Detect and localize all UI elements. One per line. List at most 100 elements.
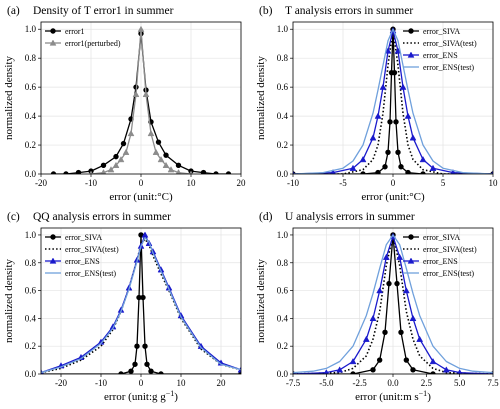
y-axis-title: normalized density [3, 259, 15, 344]
x-tick-label: 5 [441, 178, 446, 188]
data-point [134, 343, 140, 349]
data-point [63, 171, 69, 174]
data-point [140, 294, 146, 301]
panel-label: (c) [7, 211, 20, 223]
x-tick-label: -20 [55, 378, 67, 388]
legend-label: error_ENS(test) [423, 269, 474, 278]
data-point [398, 329, 404, 335]
x-tick-label: 0.0 [387, 378, 399, 388]
series-line [293, 28, 493, 174]
y-tick-label: 0.2 [25, 341, 36, 351]
data-point [375, 169, 381, 174]
data-point [399, 83, 407, 90]
data-point [112, 161, 120, 168]
x-tick-label: -10 [95, 378, 107, 388]
series-error_ENS(test) [41, 237, 241, 374]
data-point [385, 149, 391, 155]
series-line [293, 234, 493, 374]
data-point [225, 171, 232, 174]
y-tick-label: 0.0 [25, 369, 37, 379]
data-point [376, 357, 383, 363]
data-point [362, 335, 370, 342]
data-point [147, 129, 155, 137]
x-tick-label: 10 [187, 178, 197, 188]
legend-label: error1(perturbed) [65, 39, 121, 48]
series-error_SIVA(test) [293, 234, 493, 374]
panel-title: T analysis errors in summer [285, 5, 413, 17]
data-point [213, 171, 219, 174]
data-point [405, 169, 411, 174]
x-tick-label: -5.0 [319, 378, 334, 388]
legend-label: error_ENS [423, 257, 458, 266]
legend-label: error_ENS(test) [65, 269, 116, 278]
data-point [450, 169, 456, 174]
y-tick-label: 0.6 [277, 82, 289, 92]
x-tick-label: 5.0 [454, 378, 466, 388]
legend-label: error_SIVA [423, 233, 460, 242]
data-point [402, 287, 410, 294]
x-axis-title-main: error (unit:°C) [361, 191, 425, 203]
legend-label: error_SIVA [65, 233, 102, 242]
data-point [394, 280, 400, 287]
legend-marker [49, 257, 57, 264]
y-axis-title: normalized density [255, 259, 267, 344]
data-point [382, 253, 390, 260]
series-error_ENS(test) [293, 234, 493, 374]
legend: error1 error1(perturbed) [45, 27, 121, 48]
data-point [396, 253, 404, 260]
legend-marker [50, 28, 56, 34]
x-tick-label: 10 [177, 378, 187, 388]
data-point [393, 119, 399, 125]
data-point [404, 112, 412, 119]
data-point [386, 280, 392, 287]
data-point [117, 156, 125, 163]
data-point [382, 164, 388, 170]
data-point [336, 366, 344, 373]
legend-marker [407, 51, 415, 58]
legend-marker [407, 257, 415, 264]
x-axis-title-main: error (unit:g g [104, 391, 166, 403]
y-tick-label: 1.0 [277, 230, 289, 240]
x-axis-title: error (unit:°C) [361, 191, 425, 203]
y-tick-label: 0.8 [25, 258, 37, 268]
data-point [374, 112, 382, 119]
data-point [398, 164, 404, 170]
y-tick-label: 0.8 [25, 53, 37, 63]
x-axis-title-end: ) [427, 391, 431, 403]
x-axis-title: error (unit:m s−1) [355, 389, 431, 403]
chart-panel-a: -20 -10 0 10 20 0.0 0.2 0.4 0.6 0.8 1.0 (a) Density … [3, 5, 246, 203]
y-tick-label: 0.6 [25, 82, 37, 92]
data-point [100, 162, 107, 169]
y-axis-title: normalized density [255, 56, 267, 141]
data-point [409, 134, 417, 141]
y-tick-label: 0.4 [277, 313, 289, 323]
y-tick-label: 1.0 [25, 230, 37, 240]
data-point [175, 162, 182, 169]
x-tick-label: -7.5 [286, 378, 301, 388]
data-point [137, 25, 145, 32]
x-tick-label: -20 [35, 178, 47, 188]
x-tick-label: 20 [237, 178, 247, 188]
legend: error_SIVA error_SIVA(test) error_ENSerror… [45, 233, 119, 278]
x-axis-title-main: error (unit:°C) [109, 191, 173, 203]
panel-label: (d) [259, 211, 273, 223]
legend-marker [408, 234, 414, 240]
data-point [323, 369, 330, 374]
data-point [148, 368, 154, 374]
data-point [330, 169, 336, 174]
panel-label: (a) [7, 5, 20, 17]
x-tick-label: -5 [339, 178, 347, 188]
legend-label: error_SIVA [423, 27, 460, 36]
x-tick-label: -2.5 [353, 378, 368, 388]
data-point [100, 169, 107, 174]
x-axis-title-superscript: −1 [419, 389, 428, 398]
y-tick-label: 0.4 [277, 111, 289, 121]
data-point [379, 83, 387, 90]
chart-panel-d: -7.5 -5.0 -2.5 0.0 2.5 5.0 7.5 0.0 0.2 0.4 0.6 0.8 1… [255, 211, 499, 403]
data-point [175, 169, 182, 174]
data-point [420, 171, 426, 174]
series-error_ENS [293, 232, 493, 374]
x-tick-label: 2.5 [421, 378, 433, 388]
legend-label: error_SIVA(test) [423, 245, 477, 254]
